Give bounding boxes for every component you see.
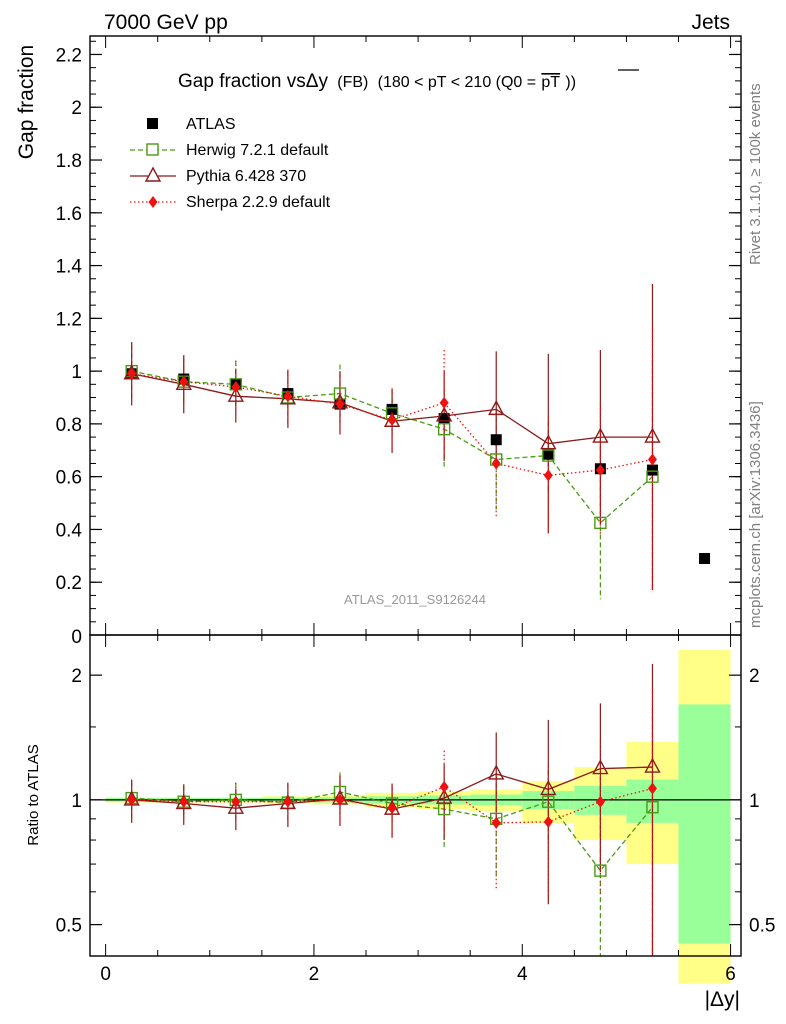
legend-sherpa-marker xyxy=(148,196,158,208)
ratio-panel: 0.5 0.5 1 1 2 2 0 2 4 6 Ratio to ATLAS |Δy| xyxy=(25,634,775,1011)
sherpa-point xyxy=(179,375,189,388)
x-tick-label: 0 xyxy=(100,964,111,985)
sherpa-point xyxy=(283,390,293,403)
main-ytick-label: 0.8 xyxy=(56,415,82,436)
sherpa-point xyxy=(231,380,241,393)
herwig-ratio-line xyxy=(131,791,653,872)
pythia-point xyxy=(540,434,557,450)
main-ytick-label-zero: 0 xyxy=(71,627,82,648)
herwig-point xyxy=(542,449,555,462)
sherpa-point xyxy=(543,469,553,482)
sherpa-ratio-point xyxy=(231,795,241,808)
title-main: Gap fraction vsΔy xyxy=(178,71,328,92)
main-ytick-label: 1.6 xyxy=(56,204,82,225)
watermark: ATLAS_2011_S9126244 xyxy=(344,592,486,607)
legend-atlas-marker xyxy=(147,118,158,129)
legend-pythia-marker xyxy=(144,166,162,182)
main-ytick-label: 2.2 xyxy=(56,45,82,66)
sherpa-point xyxy=(335,398,345,411)
x-axis-label: |Δy| xyxy=(705,988,740,1011)
x-tick-label: 6 xyxy=(725,964,736,985)
ratio-ytick-label-right: 1 xyxy=(749,791,760,812)
ratio-ytick-label-right: 2 xyxy=(749,666,760,687)
sherpa-ratio-point xyxy=(335,793,345,806)
rivet-label: Rivet 3.1.10, ≥ 100k events xyxy=(747,83,764,265)
x-tick-label: 2 xyxy=(309,964,320,985)
main-ytick-label: 1 xyxy=(71,362,82,383)
pythia-ratio-point xyxy=(540,779,557,796)
sherpa-ratio-point xyxy=(439,780,449,793)
main-ytick-label: 0.2 xyxy=(56,573,82,594)
ratio-ytick-label-left: 1 xyxy=(71,791,82,812)
sherpa-point xyxy=(127,367,137,380)
sherpa-ratio-point xyxy=(491,816,501,829)
sherpa-ratio-point xyxy=(283,795,293,808)
main-ytick-label: 1.8 xyxy=(56,151,82,172)
herwig-point xyxy=(646,470,659,483)
title-pt: pT xyxy=(541,74,560,91)
legend-herwig-marker xyxy=(146,143,159,156)
header-process: Jets xyxy=(691,11,730,34)
pythia-ratio-point xyxy=(227,798,244,814)
herwig-ratio-point xyxy=(594,864,607,877)
legend-herwig-label: Herwig 7.2.1 default xyxy=(186,142,329,159)
atlas-point xyxy=(438,413,450,425)
header-energy: 7000 GeV pp xyxy=(104,11,228,34)
title-fb: (FB) xyxy=(337,74,368,91)
plot-title: Gap fraction vsΔy (FB) (180 < pT < 210 (… xyxy=(178,71,576,92)
atlas-point xyxy=(490,434,502,446)
sherpa-ratio-point xyxy=(387,802,397,815)
ratio-ytick-label-left: 0.5 xyxy=(56,916,82,937)
title-end: )) xyxy=(565,74,576,91)
ratio-plot-frame xyxy=(89,634,742,957)
sherpa-ratio-point xyxy=(595,795,605,808)
legend-atlas-label: ATLAS xyxy=(186,116,236,133)
sherpa-ratio-point xyxy=(647,782,657,795)
sherpa-point xyxy=(595,464,605,477)
main-ytick-label: 2 xyxy=(71,98,82,119)
pythia-point xyxy=(592,427,609,443)
x-tick-label: 4 xyxy=(517,964,528,985)
main-ytick-label: 0.6 xyxy=(56,468,82,489)
main-ytick-label: 0.4 xyxy=(56,520,83,541)
pythia-point xyxy=(644,427,661,443)
sherpa-point xyxy=(491,457,501,470)
legend: ATLAS Herwig 7.2.1 default Pythia 6.428 … xyxy=(130,116,331,211)
pythia-ratio-point xyxy=(592,759,609,775)
atlas-point xyxy=(646,464,658,476)
herwig-ratio-point xyxy=(542,795,555,808)
mcplots-label: mcplots.cern.ch [arXiv:1306.3436] xyxy=(747,401,764,628)
main-panel: 0.2 0.4 0.6 0.8 1 1.2 1.4 1.6 1.8 2 2.2 0 Gap fract… xyxy=(15,35,742,648)
pythia-point xyxy=(227,386,244,402)
herwig-point xyxy=(437,422,451,436)
atlas-point xyxy=(699,552,711,564)
legend-pythia-label: Pythia 6.428 370 xyxy=(186,168,306,185)
sherpa-ratio-point xyxy=(543,815,553,828)
atlas-point xyxy=(386,403,398,415)
sherpa-point xyxy=(439,396,449,409)
main-y-label: Gap fraction xyxy=(15,45,38,159)
main-ytick-label: 1.2 xyxy=(56,309,82,330)
sherpa-ratio-point xyxy=(179,795,189,808)
title-rest: (180 < pT < 210 (Q0 = xyxy=(378,74,536,91)
sherpa-point xyxy=(647,453,657,466)
ratio-ytick-label-right: 0.5 xyxy=(749,916,775,937)
pythia-ratio-point xyxy=(435,788,453,804)
legend-sherpa-label: Sherpa 2.2.9 default xyxy=(186,194,331,211)
sherpa-ratio-point xyxy=(127,793,137,806)
pythia-ratio-point xyxy=(488,764,505,780)
atlas-point xyxy=(542,448,554,460)
herwig-ratio-point xyxy=(646,801,659,814)
pythia-point xyxy=(435,406,453,422)
stat-uncertainty-band xyxy=(678,704,731,944)
ratio-y-label: Ratio to ATLAS xyxy=(25,744,42,845)
pythia-ratio-point xyxy=(644,757,661,773)
ratio-ytick-label-left: 2 xyxy=(71,666,82,687)
herwig-point xyxy=(594,516,607,530)
sherpa-point xyxy=(387,413,397,426)
pythia-point xyxy=(488,399,505,416)
main-ytick-label: 1.4 xyxy=(56,257,83,278)
